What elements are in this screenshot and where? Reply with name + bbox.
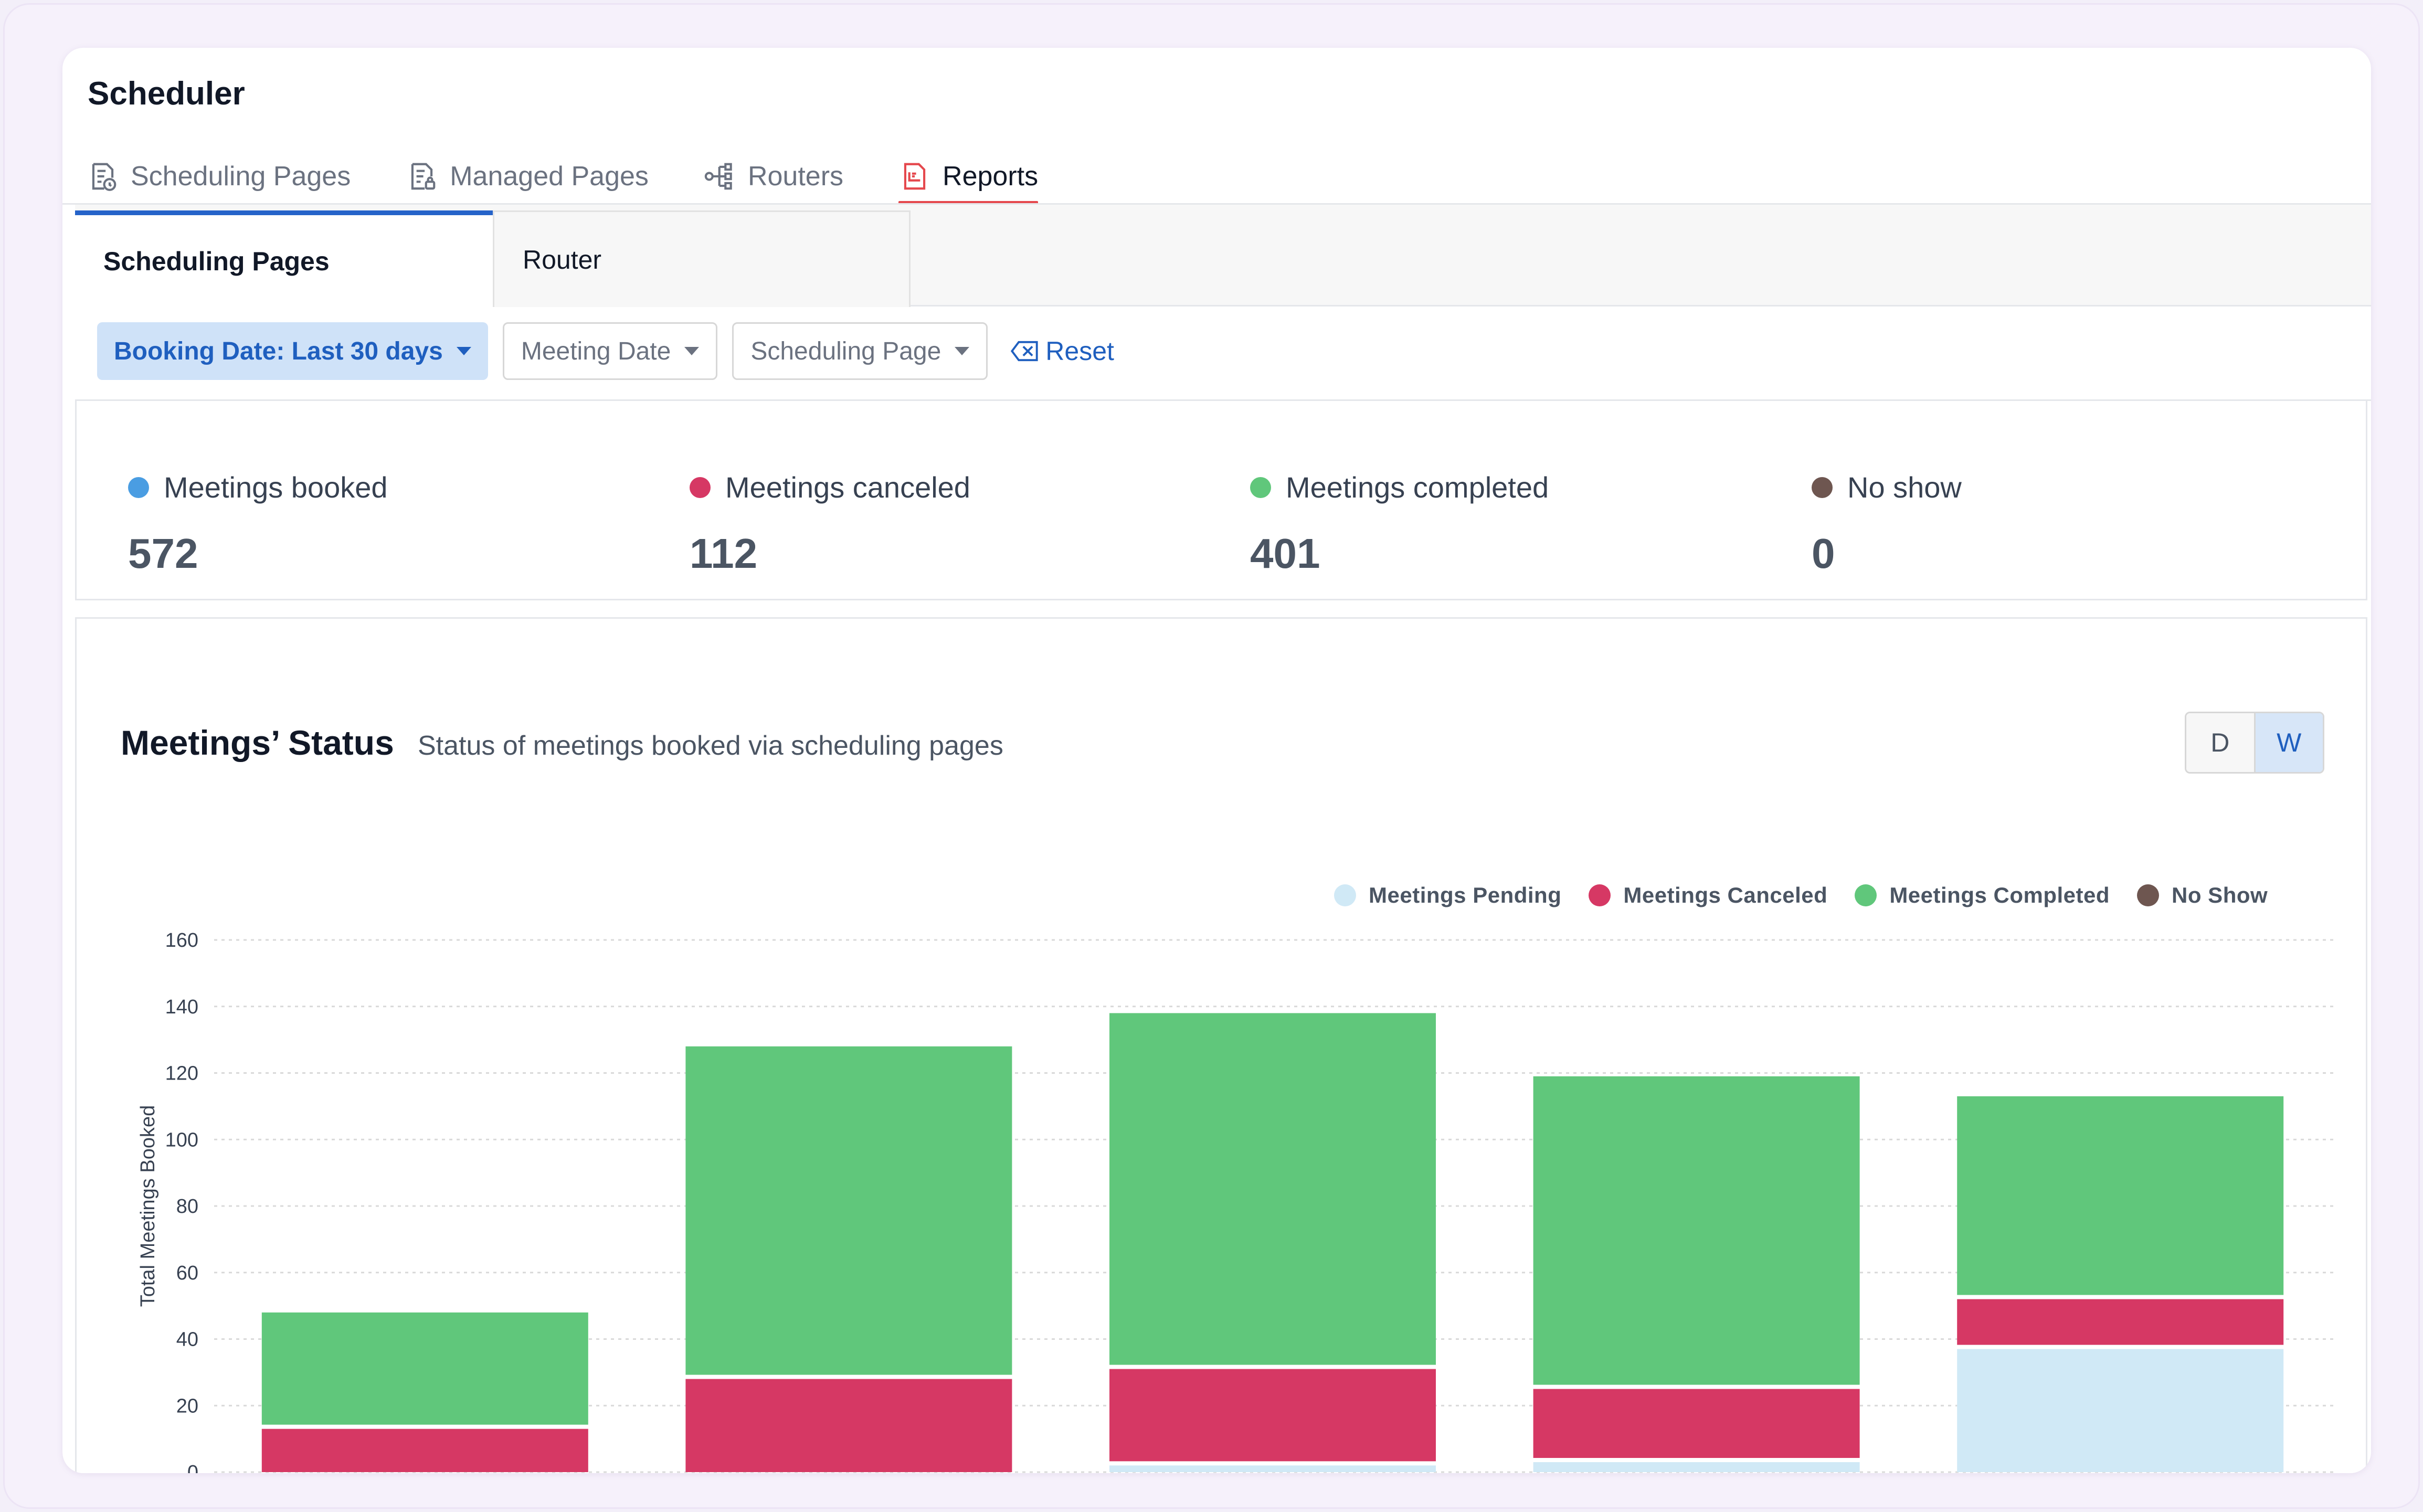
stacked-bar-chart: 0 20 40 60 80 100 120 140 160 Total Meetings Book… [137, 929, 2333, 1473]
stat-label: Meetings booked [164, 471, 388, 504]
reset-label: Reset [1045, 336, 1114, 366]
meeting-date-filter[interactable]: Meeting Date [502, 322, 718, 380]
status-dot [690, 477, 711, 498]
reports-icon [904, 163, 926, 190]
meetings-status-card: Meetings’ Status Status of meetings book… [75, 617, 2367, 1473]
y-tick-label: 80 [176, 1196, 198, 1218]
chart-legend: Meetings Pending Meetings Canceled Meeti… [1334, 883, 2268, 908]
legend-label: No Show [2172, 883, 2268, 907]
stat-label-row: Meetings booked [128, 470, 388, 504]
managed-pages-icon [411, 163, 436, 190]
caret-down-icon [684, 347, 700, 355]
subtab-label: Scheduling Pages [103, 246, 330, 276]
y-tick-label: 60 [176, 1262, 198, 1284]
subtab-router[interactable]: Router [493, 210, 911, 307]
scheduling-page-label: Scheduling Page [750, 337, 941, 365]
app-card: Scheduler Scheduling Pages Managed Pages [62, 48, 2371, 1473]
stat-value: 112 [690, 530, 758, 577]
y-axis-title: Total Meetings Booked [137, 1105, 159, 1307]
filter-bar: Booking Date: Last 30 days Meeting Date … [97, 322, 1114, 380]
y-tick-label: 0 [187, 1462, 198, 1473]
chart-title: Meetings’ Status [121, 723, 394, 762]
status-dot [1250, 477, 1271, 498]
stat-label-row: No show [1812, 470, 1962, 504]
toggle-week-button[interactable]: W [2255, 713, 2323, 772]
stats-panel: Meetings booked 572 Meetings canceled 11… [75, 401, 2367, 600]
legend-dot [1334, 884, 1356, 906]
stat-value: 0 [1812, 530, 1835, 577]
bar-segment [1533, 1389, 1860, 1458]
nav-label: Routers [747, 161, 844, 192]
nav-reports[interactable]: Reports [898, 147, 1039, 205]
booking-date-filter[interactable]: Booking Date: Last 30 days [97, 322, 488, 380]
bar-segment [1533, 1076, 1860, 1385]
bar-segment [261, 1429, 588, 1472]
y-tick-label: 100 [165, 1129, 198, 1151]
y-tick-label: 20 [176, 1395, 198, 1417]
stat-label-row: Meetings completed [1250, 470, 1549, 504]
status-dot [128, 477, 149, 498]
stat-value: 572 [128, 530, 198, 577]
subtab-label: Router [523, 245, 602, 274]
filter-divider [75, 399, 2371, 401]
legend-dot [1855, 884, 1877, 906]
legend-label: Meetings Completed [1889, 883, 2110, 907]
legend-dot [2137, 884, 2160, 906]
nav-label: Scheduling Pages [131, 161, 351, 192]
legend-dot [1589, 884, 1611, 906]
bar-segment [1109, 1369, 1436, 1462]
booking-date-label: Booking Date: Last 30 days [114, 337, 443, 365]
routers-icon [704, 163, 732, 190]
bar-segment [1957, 1349, 2284, 1472]
bar-segment [1109, 1465, 1436, 1472]
nav-routers[interactable]: Routers [704, 147, 843, 205]
bar-segment [1957, 1299, 2284, 1345]
bar-segment [261, 1312, 588, 1425]
window-frame: Scheduler Scheduling Pages Managed Pages [3, 3, 2420, 1509]
caret-down-icon [456, 347, 471, 355]
nav-divider [62, 203, 2371, 205]
caret-down-icon [955, 347, 970, 355]
bar-segment [685, 1379, 1012, 1472]
legend-item-no-show[interactable]: No Show [2137, 883, 2268, 908]
legend-item-pending[interactable]: Meetings Pending [1334, 883, 1561, 908]
toggle-day-button[interactable]: D [2186, 713, 2256, 772]
scheduling-pages-icon [92, 163, 117, 191]
nav-label: Managed Pages [450, 161, 649, 192]
app-title: Scheduler [88, 76, 245, 112]
reset-button[interactable]: Reset [1010, 336, 1114, 366]
nav-scheduling-pages[interactable]: Scheduling Pages [87, 147, 351, 205]
bar-segment [1109, 1013, 1436, 1365]
subtab-scheduling-pages[interactable]: Scheduling Pages [75, 210, 493, 307]
nav-label: Reports [943, 161, 1039, 192]
stat-label-row: Meetings canceled [690, 470, 970, 504]
y-tick-label: 40 [176, 1329, 198, 1351]
nav-managed-pages[interactable]: Managed Pages [406, 147, 649, 205]
meeting-date-label: Meeting Date [521, 337, 671, 365]
legend-item-completed[interactable]: Meetings Completed [1855, 883, 2110, 908]
chart-subtitle: Status of meetings booked via scheduling… [418, 731, 1003, 761]
clear-icon [1011, 341, 1038, 362]
stat-label: No show [1847, 471, 1962, 504]
y-tick-label: 160 [165, 929, 198, 951]
bar-segment [685, 1046, 1012, 1375]
granularity-toggle: D W [2185, 712, 2324, 774]
stat-value: 401 [1250, 530, 1320, 577]
y-tick-label: 120 [165, 1063, 198, 1085]
bar-segment [1533, 1462, 1860, 1472]
legend-item-canceled[interactable]: Meetings Canceled [1589, 883, 1827, 908]
bar-segment [1957, 1096, 2284, 1295]
stat-label: Meetings canceled [725, 471, 970, 504]
main-nav: Scheduling Pages Managed Pages Routers [87, 147, 1093, 205]
legend-label: Meetings Canceled [1623, 883, 1828, 907]
y-tick-label: 140 [165, 996, 198, 1018]
legend-label: Meetings Pending [1369, 883, 1562, 907]
stat-label: Meetings completed [1286, 471, 1549, 504]
scheduling-page-filter[interactable]: Scheduling Page [732, 322, 988, 380]
status-dot [1812, 477, 1833, 498]
